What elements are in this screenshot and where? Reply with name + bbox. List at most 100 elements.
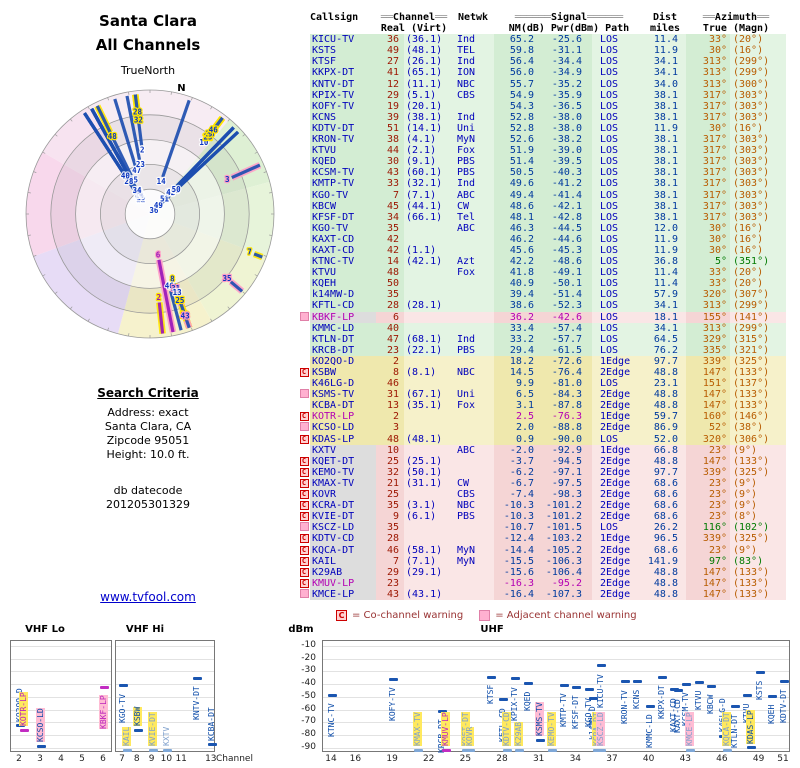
truenorth-label: TrueNorth <box>120 64 176 77</box>
table-row: KTNC-TV 14 (42.1) Azt 42.2 -48.6 LOS 36.8 5° (351… <box>298 256 790 268</box>
cell-callsign[interactable]: KSBW <box>310 367 376 379</box>
table-row: KAXT-CD 42 46.2 -44.6 LOS 11.9 30° (16°) <box>298 233 790 245</box>
cell-callsign[interactable]: KDAS-LP <box>310 433 376 445</box>
cell-callsign[interactable]: KMAX-TV <box>310 477 376 490</box>
cell-callsign[interactable]: KMUV-LP <box>310 577 376 589</box>
radar-channel-label: 43 <box>134 189 144 198</box>
cell-dist-miles: 66.8 <box>644 444 686 456</box>
radar-channel-label: 14 <box>157 177 167 186</box>
cell-azimuth-true: 33° <box>686 278 730 290</box>
cell-callsign[interactable]: KCNS <box>310 111 376 123</box>
cell-nm-db: -2.0 <box>494 444 538 456</box>
cell-path: 2Edge <box>592 588 644 600</box>
table-row: KCSO-LD 3 2.0 -88.8 2Edge 86.9 52° (38°) <box>298 422 790 434</box>
cell-callsign[interactable]: KFTL-CD <box>310 300 376 312</box>
cell-callsign[interactable]: KAXT-CD <box>310 233 376 245</box>
cell-callsign[interactable]: KFSF-DT <box>310 211 376 223</box>
cell-callsign[interactable]: KMMC-LD <box>310 322 376 334</box>
cell-callsign[interactable]: KBCW <box>310 200 376 212</box>
warning-cell: C <box>298 577 310 589</box>
cell-callsign[interactable]: KTVU <box>310 267 376 279</box>
table-row: KXTV 10 ABC -2.0 -92.9 1Edge 66.8 23° (9°) <box>298 444 790 456</box>
cell-virtual-channel: (58.1) <box>404 544 452 556</box>
channel-tick: 19 <box>386 754 398 764</box>
cell-azimuth-true: 320° <box>686 289 730 301</box>
cell-callsign[interactable]: KGO-TV <box>310 222 376 234</box>
cell-callsign[interactable]: KMCE-LP <box>310 588 376 600</box>
cell-callsign[interactable]: KTVU <box>310 145 376 157</box>
cell-callsign[interactable]: K29AB <box>310 566 376 578</box>
cell-callsign[interactable]: KOFY-TV <box>310 100 376 112</box>
cell-callsign[interactable]: KRCB-DT <box>310 344 376 356</box>
cell-callsign[interactable]: KQEH <box>310 278 376 290</box>
cell-callsign[interactable]: KKPX-DT <box>310 67 376 79</box>
warning-cell <box>298 34 310 46</box>
cell-callsign[interactable]: KPIX-TV <box>310 89 376 101</box>
co-channel-warning-badge: C <box>299 412 309 422</box>
cell-callsign[interactable]: K46LG-D <box>310 378 376 390</box>
signal-marker <box>123 748 132 752</box>
dbm-gridline <box>11 696 111 698</box>
cell-callsign[interactable]: KICU-TV <box>310 34 376 46</box>
cell-callsign[interactable]: KTSF <box>310 56 376 68</box>
cell-callsign[interactable]: KSTS <box>310 45 376 57</box>
station-label: KDTV-DT <box>779 689 788 724</box>
cell-callsign[interactable]: KCSM-TV <box>310 167 376 179</box>
cell-callsign[interactable]: KQCA-DT <box>310 544 376 556</box>
radar-channel-label: 7 <box>247 248 252 257</box>
cell-callsign[interactable]: KRON-TV <box>310 134 376 146</box>
cell-network: Tel <box>452 211 494 223</box>
cell-virtual-channel <box>404 489 452 501</box>
warning-cell <box>298 156 310 168</box>
cell-callsign[interactable]: KAXT-CD <box>310 244 376 257</box>
radar-channel-label: 35 <box>206 130 215 139</box>
cell-callsign[interactable]: KSCZ-LD <box>310 522 376 534</box>
cell-callsign[interactable]: KQET-DT <box>310 455 376 467</box>
cell-virtual-channel: (48.1) <box>404 45 452 57</box>
cell-pwr-dbm: -45.3 <box>538 244 592 257</box>
cell-callsign[interactable]: KEMO-TV <box>310 466 376 478</box>
cell-network <box>452 300 494 312</box>
dbm-gridline <box>323 747 789 749</box>
cell-callsign[interactable]: KTLN-DT <box>310 333 376 345</box>
cell-pwr-dbm: -34.9 <box>538 67 592 79</box>
cell-callsign[interactable]: KCSO-LD <box>310 422 376 434</box>
cell-callsign[interactable]: KOTR-LP <box>310 411 376 423</box>
cell-callsign[interactable]: KOVR <box>310 489 376 501</box>
cell-nm-db: 33.2 <box>494 333 538 345</box>
cell-callsign[interactable]: KNTV-DT <box>310 78 376 90</box>
cell-callsign[interactable]: KDTV-DT <box>310 122 376 135</box>
warning-cell <box>298 522 310 534</box>
cell-callsign[interactable]: KGO-TV <box>310 189 376 201</box>
warning-cell <box>298 588 310 600</box>
radar-channel-label: 48 <box>171 186 181 195</box>
cell-callsign[interactable]: KAIL <box>310 555 376 567</box>
cell-azimuth-magn: (9°) <box>730 544 786 556</box>
table-row: KSMS-TV 31 (67.1) Uni 6.5 -84.3 2Edge 48.8 147°(… <box>298 389 790 401</box>
cell-azimuth-magn: (299°) <box>730 322 786 334</box>
cell-azimuth-true: 317° <box>686 145 730 157</box>
cell-callsign[interactable]: KTNC-TV <box>310 256 376 268</box>
cell-callsign[interactable]: KO2QO-D <box>310 355 376 367</box>
warning-cell <box>298 422 310 434</box>
cell-azimuth-magn: (8°) <box>730 511 786 523</box>
cell-callsign[interactable]: KCBA-DT <box>310 400 376 412</box>
cell-callsign[interactable]: k14MW-D <box>310 289 376 301</box>
tvfool-link[interactable]: www.tvfool.com <box>100 590 196 604</box>
cell-callsign[interactable]: KBKF-LP <box>310 311 376 323</box>
cell-callsign[interactable]: KXTV <box>310 444 376 456</box>
cell-callsign[interactable]: KDTV-CD <box>310 533 376 545</box>
cell-callsign[interactable]: KQED <box>310 156 376 168</box>
cell-virtual-channel: (7.1) <box>404 555 452 567</box>
dbm-gridline <box>116 684 214 686</box>
signal-marker <box>466 748 476 752</box>
cell-path: LOS <box>592 111 644 123</box>
cell-callsign[interactable]: KCRA-DT <box>310 500 376 512</box>
cell-pwr-dbm: -94.5 <box>538 455 592 467</box>
cell-dist-miles: 48.8 <box>644 455 686 467</box>
cell-pwr-dbm: -81.0 <box>538 378 592 390</box>
radar-channel-label: 7 <box>136 188 141 197</box>
cell-callsign[interactable]: KSMS-TV <box>310 389 376 401</box>
cell-callsign[interactable]: KVIE-DT <box>310 511 376 523</box>
cell-callsign[interactable]: KMTP-TV <box>310 178 376 190</box>
